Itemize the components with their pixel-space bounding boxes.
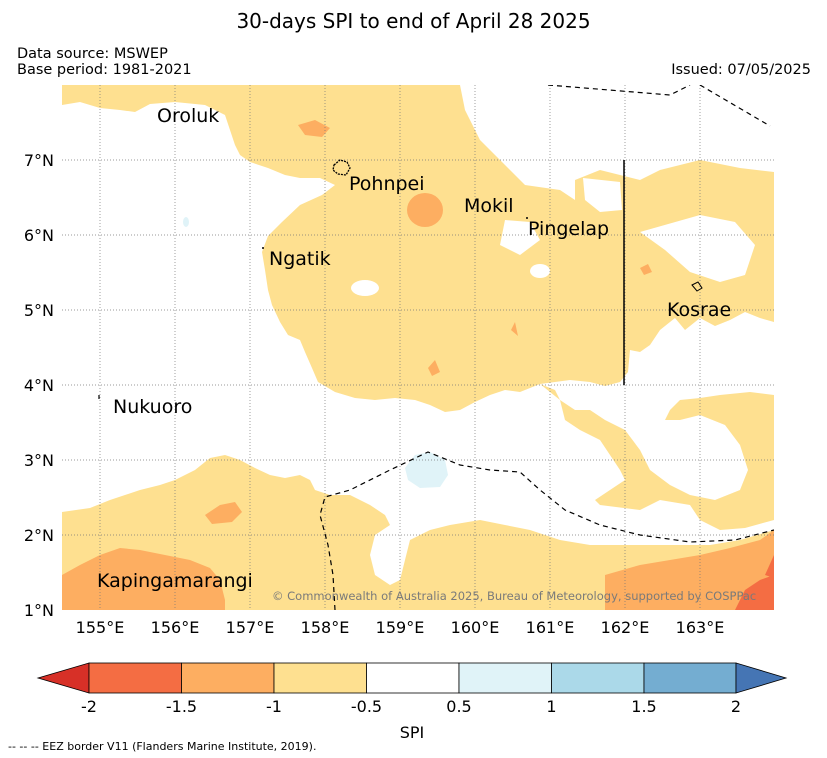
lat-label: 4°N <box>24 376 54 395</box>
place-kosrae: Kosrae <box>667 299 731 321</box>
colorbar-segment <box>366 662 460 694</box>
colorbar-high-extension <box>735 662 788 694</box>
spi-wet-patch <box>405 452 448 488</box>
spi-dry-region-south <box>62 455 774 610</box>
colorbar-tick: 2 <box>731 697 741 716</box>
colorbar-tick: -0.5 <box>351 697 382 716</box>
lat-label: 7°N <box>24 151 54 170</box>
colorbar-tick: -1.5 <box>166 697 197 716</box>
issued-date: Issued: 07/05/2025 <box>671 62 811 78</box>
spi-moderately-dry-patch-c <box>298 120 330 137</box>
lon-label: 161°E <box>526 618 575 637</box>
lat-label: 5°N <box>24 301 54 320</box>
place-ngatik: Ngatik <box>269 248 331 270</box>
colorbar-segment <box>551 662 645 694</box>
lon-label: 162°E <box>601 618 650 637</box>
lon-label: 158°E <box>301 618 350 637</box>
colorbar-segment <box>273 662 367 694</box>
spi-moderately-dry-south <box>62 548 225 610</box>
lon-label: 159°E <box>376 618 425 637</box>
colorbar-tick: 1.5 <box>631 697 656 716</box>
place-nukuoro: Nukuoro <box>113 396 192 418</box>
spi-moderately-dry-patch-b <box>407 193 443 227</box>
kosrae-island-outline <box>691 281 703 292</box>
spi-moderately-dry-patch-a <box>205 502 242 524</box>
spi-severe-dry-southeast <box>735 575 774 610</box>
spi-moderately-dry-southeast <box>605 530 774 610</box>
lat-label: 6°N <box>24 226 54 245</box>
lon-label: 155°E <box>76 618 125 637</box>
lon-label: 156°E <box>151 618 200 637</box>
place-pohnpei: Pohnpei <box>349 173 425 195</box>
lon-label: 157°E <box>226 618 275 637</box>
colorbar-tick: -2 <box>81 697 97 716</box>
place-pingelap: Pingelap <box>528 218 609 240</box>
lon-label: 160°E <box>451 618 500 637</box>
place-kapingamarangi: Kapingamarangi <box>97 570 253 592</box>
grid-lines <box>62 85 774 610</box>
map-plot-area <box>62 85 774 610</box>
colorbar-tick: -1 <box>266 697 282 716</box>
place-oroluk: Oroluk <box>157 105 219 127</box>
pohnpei-island-outline <box>332 159 351 176</box>
lat-label: 1°N <box>24 601 54 620</box>
eez-footnote: -- -- -- EEZ border V11 (Flanders Marine… <box>8 740 317 753</box>
data-source-info: Data source: MSWEP Base period: 1981-202… <box>17 46 192 78</box>
data-source-text: Data source: MSWEP <box>17 46 168 62</box>
spi-dry-region-north <box>62 85 774 412</box>
spi-dry-region-east <box>540 384 774 530</box>
copyright-notice: © Commonwealth of Australia 2025, Bureau… <box>272 589 756 603</box>
colorbar-tick: 0.5 <box>446 697 471 716</box>
lat-label: 3°N <box>24 451 54 470</box>
colorbar-segment <box>88 662 182 694</box>
colorbar-segment <box>458 662 552 694</box>
colorbar-label: SPI <box>400 723 425 742</box>
lon-label: 163°E <box>676 618 725 637</box>
eez-border <box>319 85 774 610</box>
place-mokil: Mokil <box>464 195 514 217</box>
colorbar <box>36 662 788 694</box>
colorbar-low-extension <box>36 662 90 694</box>
colorbar-tick: 1 <box>546 697 556 716</box>
colorbar-segment <box>643 662 737 694</box>
base-period-text: Base period: 1981-2021 <box>17 62 192 78</box>
lat-label: 2°N <box>24 526 54 545</box>
chart-title: 30-days SPI to end of April 28 2025 <box>236 9 591 33</box>
colorbar-segment <box>181 662 275 694</box>
